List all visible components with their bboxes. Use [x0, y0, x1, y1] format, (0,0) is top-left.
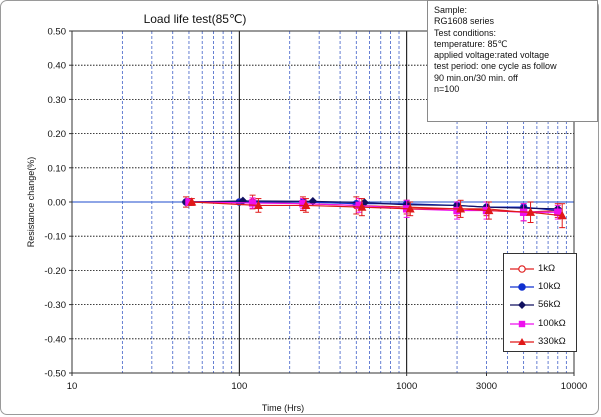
legend-item: 100kΩ — [504, 315, 578, 333]
note-line: test period: one cycle as follow — [434, 61, 557, 72]
y-tick-label: -0.50 — [44, 369, 66, 380]
x-tick-label: 1000 — [396, 381, 417, 392]
data-point — [187, 197, 197, 206]
y-tick-label: -0.30 — [44, 300, 66, 311]
legend-swatch — [510, 320, 534, 327]
legend-label: 56kΩ — [538, 299, 561, 311]
chart-title: Load life test(85℃) — [144, 12, 247, 26]
y-tick-label: 0.40 — [48, 61, 67, 72]
legend-label: 100kΩ — [538, 317, 566, 329]
note-line: Test conditions: — [434, 27, 497, 38]
x-tick-label: 100 — [231, 381, 247, 392]
x-tick-label: 3000 — [476, 381, 497, 392]
legend-swatch — [510, 337, 534, 345]
y-tick-label: -0.10 — [44, 232, 66, 243]
data-point — [456, 203, 466, 213]
legend-item: 330kΩ — [504, 333, 578, 351]
test-conditions-note: Sample: RG1608 series Test conditions: t… — [427, 0, 598, 122]
legend-swatch — [510, 301, 534, 310]
note-line: applied voltage:rated voltage — [434, 50, 550, 61]
legend-item: 10kΩ — [504, 278, 578, 296]
legend-label: 1kΩ — [538, 263, 556, 274]
note-line: Sample: — [434, 5, 468, 15]
legend-label: 330kΩ — [538, 335, 566, 347]
note-line: 90 min.on/30 min. off — [434, 72, 518, 83]
y-tick-label: 0.00 — [48, 198, 67, 209]
data-point — [405, 203, 415, 213]
legend-item: 56kΩ — [504, 296, 578, 314]
data-point — [248, 199, 257, 207]
y-tick-label: 0.30 — [48, 95, 67, 106]
data-point — [253, 200, 263, 210]
data-point — [557, 210, 567, 220]
note-line: temperature: 85℃ — [434, 38, 508, 49]
note-line: n=100 — [434, 84, 460, 95]
note-line: RG1608 series — [434, 16, 495, 27]
data-point — [301, 200, 311, 210]
y-tick-label: 0.50 — [48, 27, 67, 38]
x-tick-label: 10 — [67, 381, 78, 392]
legend-label: 10kΩ — [538, 281, 561, 293]
y-axis-label: Resistance change(%) — [26, 157, 36, 248]
y-tick-label: -0.40 — [44, 334, 66, 345]
data-point — [526, 207, 536, 216]
chart-legend: 1kΩ 10kΩ 56kΩ 100kΩ 330kΩ — [503, 253, 577, 352]
y-tick-label: 0.10 — [48, 163, 67, 174]
legend-swatch — [510, 265, 534, 273]
data-point — [484, 205, 494, 215]
data-point — [357, 202, 367, 211]
y-tick-label: -0.20 — [44, 266, 66, 277]
legend-swatch — [510, 283, 534, 291]
legend-item: 1kΩ — [504, 260, 578, 278]
y-tick-label: 0.20 — [48, 129, 67, 140]
x-axis-label: Time (Hrs) — [262, 403, 304, 413]
x-tick-label: 10000 — [561, 381, 587, 392]
